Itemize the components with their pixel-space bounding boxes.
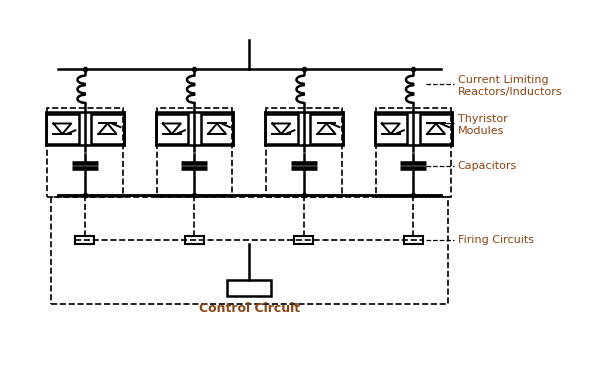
Bar xyxy=(227,280,271,296)
Bar xyxy=(294,236,313,244)
Bar xyxy=(376,108,451,197)
Text: Control Circuit: Control Circuit xyxy=(198,302,300,315)
Text: Current Limiting
Reactors/Inductors: Current Limiting Reactors/Inductors xyxy=(458,75,562,97)
Bar xyxy=(91,114,124,144)
Bar xyxy=(185,236,204,244)
Bar xyxy=(420,114,452,144)
Text: Firing Circuits: Firing Circuits xyxy=(458,235,534,245)
Bar xyxy=(75,236,95,244)
Bar xyxy=(156,114,188,144)
Text: Thyristor
Modules: Thyristor Modules xyxy=(458,114,507,136)
Bar xyxy=(310,114,343,144)
Bar xyxy=(47,108,123,197)
Bar xyxy=(404,236,423,244)
Bar xyxy=(201,114,233,144)
Bar xyxy=(51,197,448,304)
Bar xyxy=(265,114,298,144)
Text: Capacitors: Capacitors xyxy=(458,161,517,171)
Bar xyxy=(375,114,407,144)
Bar xyxy=(46,114,79,144)
Bar xyxy=(266,108,342,197)
Bar xyxy=(157,108,232,197)
